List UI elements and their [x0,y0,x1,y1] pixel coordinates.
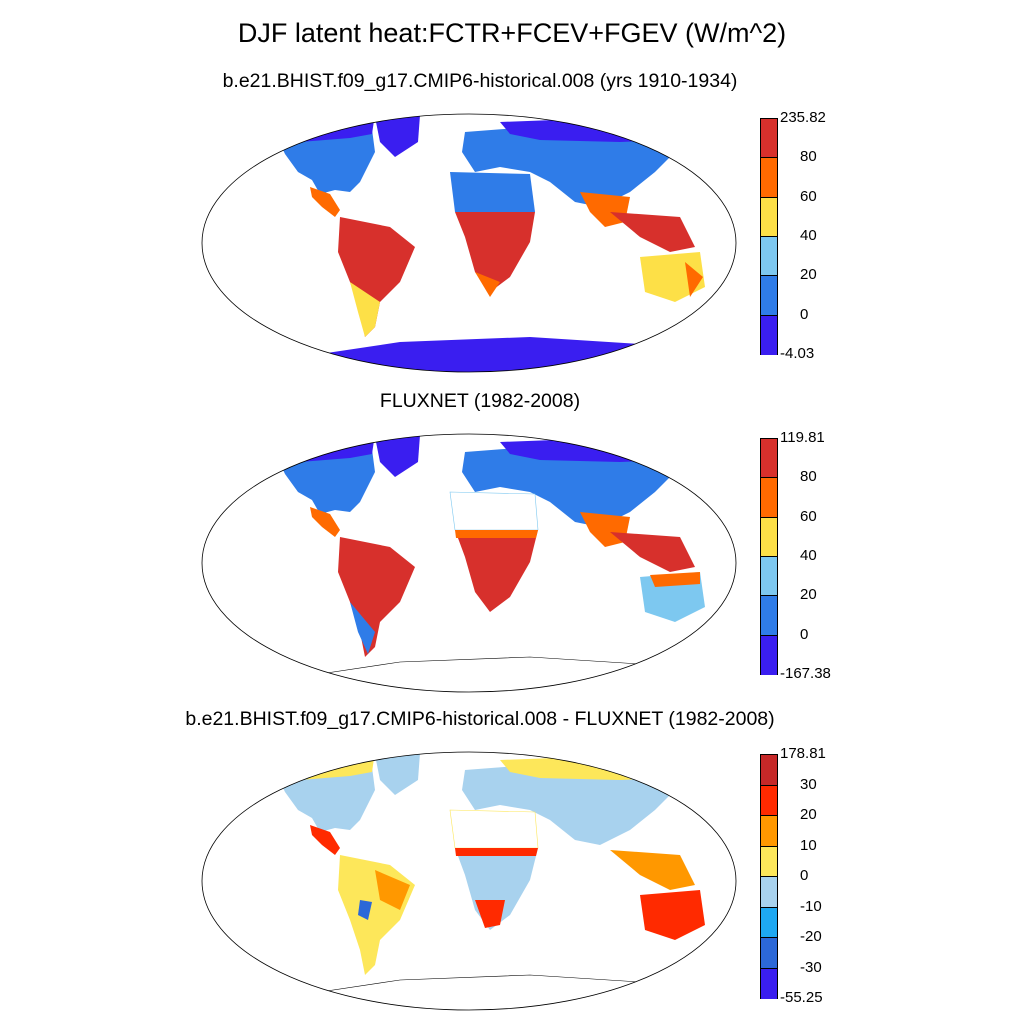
central-america [310,825,340,855]
australia [640,252,705,302]
colorbar-swatch [760,937,778,969]
colorbar-label: -30 [800,958,822,976]
colorbar-swatch [760,876,778,908]
africa-tip [475,272,500,297]
australia-east [685,262,703,297]
central-america [310,187,340,217]
fluxnet-latent-heat-map [201,433,737,693]
colorbar-swatch [760,118,778,159]
colorbar-label: 40 [800,227,817,244]
colorbar-swatch [760,967,778,999]
colorbar-label: -167.38 [780,665,831,682]
sahara-no-data [449,491,539,531]
colorbar-label: 20 [800,266,817,284]
africa-sahel [455,848,538,856]
australia [640,890,705,940]
panel-2-subtitle: FLUXNET (1982-2008) [379,390,581,412]
colorbar-swatch [760,275,778,316]
colorbar-label: -55.25 [780,989,823,1006]
colorbar-label: 235.82 [780,109,826,126]
colorbar-label: 178.81 [780,745,826,762]
south-america-south [350,282,380,337]
difference-latent-heat-map [201,751,737,1011]
colorbar-swatch [760,196,778,237]
colorbar-swatch [760,314,778,355]
greenland [375,753,420,795]
colorbar-label: 20 [800,806,817,823]
colorbar-label: 30 [800,775,817,793]
colorbar-label: 80 [800,148,817,166]
colorbar-label: -10 [800,897,822,915]
south-america-landmass [338,217,415,337]
colorbar-label: -4.03 [780,345,815,362]
panel-3-subtitle: b.e21.BHIST.f09_g17.CMIP6-historical.008… [185,708,775,730]
model-latent-heat-map [201,113,737,373]
panel-2-colorbar: 119.81 80 60 40 20 0 -167.38 [760,429,831,682]
colorbar-label: 20 [800,586,817,604]
colorbar-label: 119.81 [780,429,825,446]
colorbar-swatch [760,438,778,479]
colorbar-swatch [760,845,778,877]
colorbar-label: 0 [800,305,809,323]
panel-1-colorbar: 235.82 80 60 40 20 0 -4.03 [760,109,826,362]
africa-south [455,848,538,930]
colorbar-swatch [760,516,778,557]
south-america-landmass [338,537,415,657]
africa-sahel [455,530,538,538]
colorbar-label: 60 [800,507,817,525]
southeast-asia-islands [610,532,695,572]
africa-southern-tip [475,900,505,928]
africa-south [455,530,538,612]
colorbar-swatch [760,477,778,518]
south-america-blue [358,900,372,920]
sahara-no-data [449,809,539,849]
panel-3-colorbar: 178.81 30 20 10 0 -10 -20 -30 -55.25 [760,745,826,1006]
colorbar-swatch [760,634,778,675]
colorbar-swatch [760,815,778,847]
colorbar-swatch [760,556,778,597]
colorbar-label: 10 [800,836,817,854]
colorbar-label: 60 [800,187,817,205]
figure-title: DJF latent heat:FCTR+FCEV+FGEV (W/m^2) [237,18,787,48]
south-america-east [375,870,410,910]
antarctica [300,337,700,372]
southeast-asia-islands [610,850,695,890]
colorbar-swatch [760,906,778,938]
colorbar-label: 0 [800,625,809,643]
panel-1-subtitle: b.e21.BHIST.f09_g17.CMIP6-historical.008… [222,70,738,92]
central-america [310,507,340,537]
colorbar-swatch [760,236,778,277]
antarctica-outline [299,656,701,692]
south-america-south [350,602,375,654]
colorbar-label: 80 [800,468,817,486]
australia-north [650,572,700,587]
colorbar-swatch [760,754,778,786]
southeast-asia-islands [610,212,695,252]
africa-north [450,172,535,212]
greenland [375,435,420,477]
antarctica-outline [299,974,701,1010]
colorbar-swatch [760,784,778,816]
greenland [375,115,420,157]
colorbar-label: 0 [800,867,809,884]
colorbar-swatch [760,157,778,198]
colorbar-swatch [760,595,778,636]
colorbar-label: 40 [800,547,817,564]
colorbar-label: -20 [800,928,822,945]
